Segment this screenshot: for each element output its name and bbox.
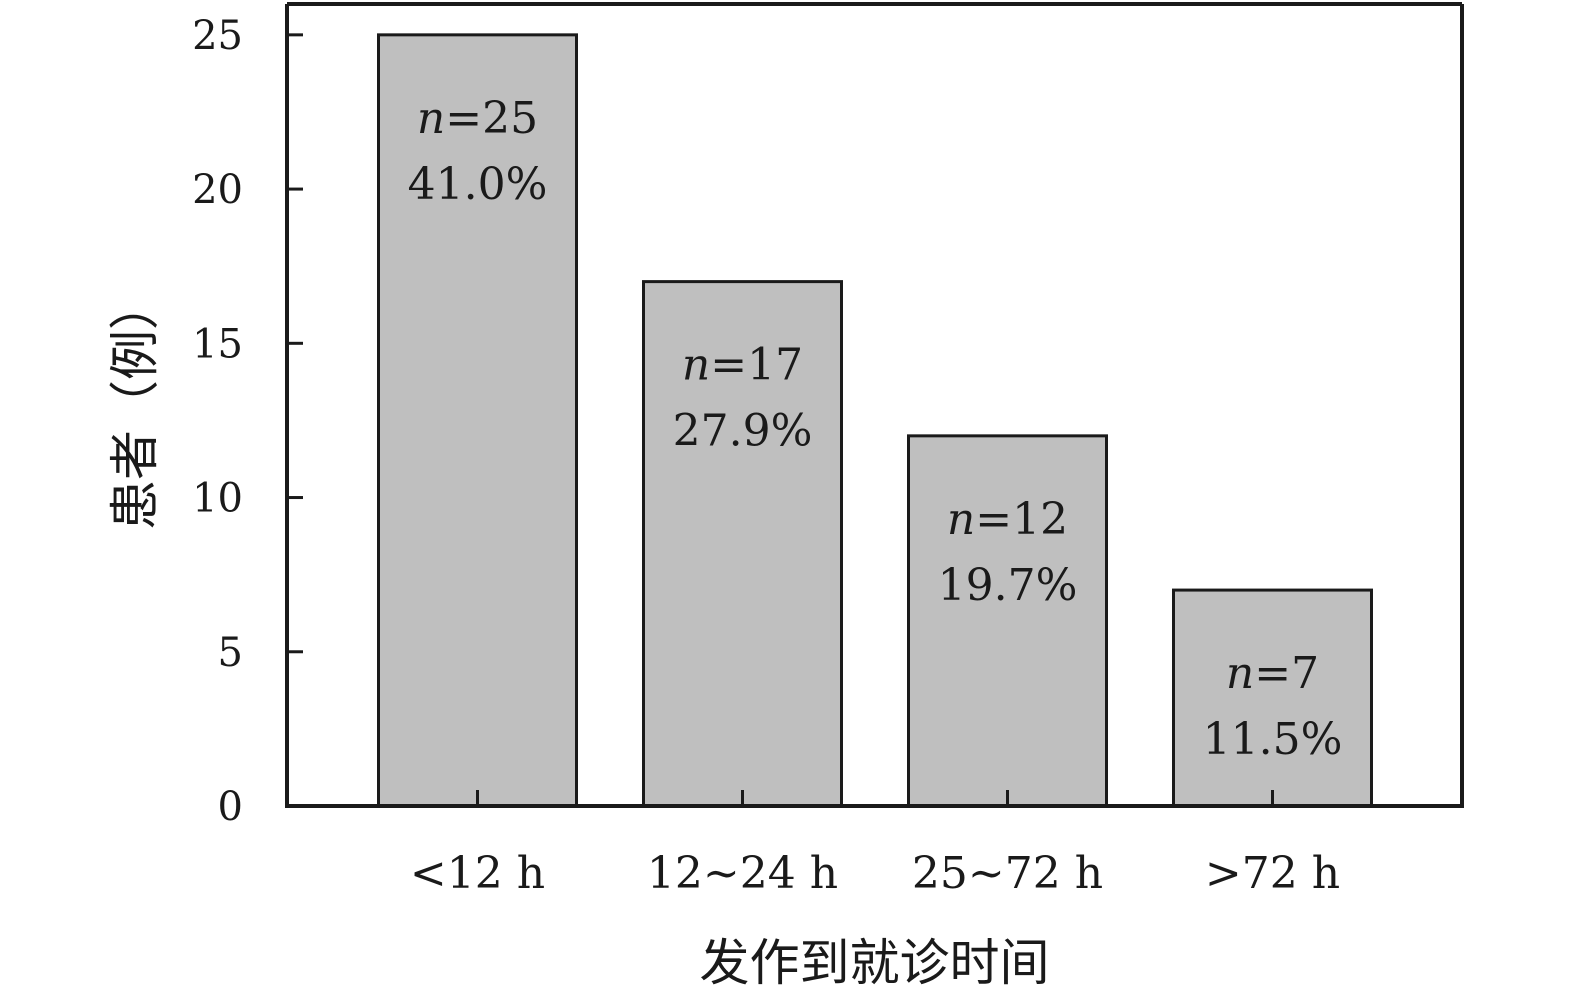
- bar-group: n=25 41.0% <12 h: [377, 33, 578, 899]
- bar-group: n=7 11.5% >72 h: [1172, 588, 1373, 899]
- bar-percent-label: 41.0%: [408, 159, 548, 210]
- bar: [1172, 588, 1373, 808]
- bar: [377, 33, 578, 808]
- y-tick-label: 15: [192, 321, 243, 367]
- bar-count-label: n=7: [1226, 648, 1319, 699]
- y-axis-title: 患者（例）: [106, 280, 164, 530]
- x-category-label: 25~72 h: [912, 848, 1103, 899]
- axes-layer: 0 5 10 15 20 25: [192, 2, 1464, 830]
- bar-count-label: n=17: [682, 340, 803, 391]
- bars-layer: n=25 41.0% <12 h n=17 27.9% 12~24 h n=12 19.7% 2…: [377, 33, 1373, 899]
- y-tick-label: 25: [192, 13, 243, 59]
- x-axis-title: 发作到就诊时间: [700, 934, 1050, 992]
- bar-group: n=12 19.7% 25~72 h: [907, 434, 1108, 899]
- bar-percent-label: 19.7%: [938, 560, 1078, 611]
- bar-count-label: n=12: [947, 494, 1068, 545]
- bar-count-label: n=25: [417, 93, 538, 144]
- x-category-label: >72 h: [1205, 848, 1340, 899]
- bar-percent-label: 11.5%: [1203, 714, 1343, 765]
- bar-percent-label: 27.9%: [673, 406, 813, 457]
- x-category-label: <12 h: [410, 848, 545, 899]
- y-tick-label: 20: [192, 167, 243, 213]
- y-tick-label: 0: [218, 784, 243, 830]
- bar: [907, 434, 1108, 808]
- y-tick-label: 10: [192, 476, 243, 522]
- y-tick-label: 5: [218, 630, 243, 676]
- x-category-label: 12~24 h: [647, 848, 838, 899]
